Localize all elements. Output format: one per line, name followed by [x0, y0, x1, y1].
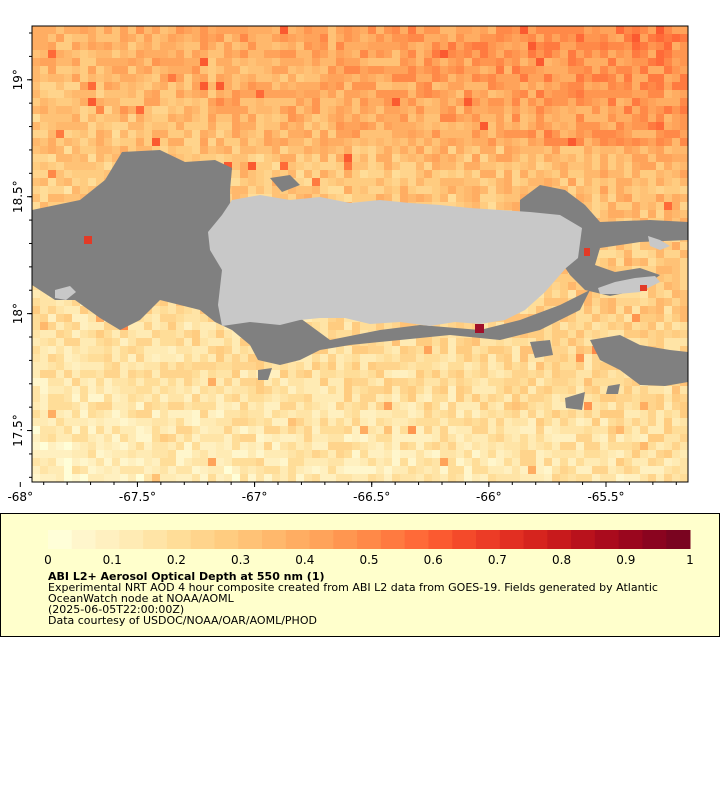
culebra-island — [648, 236, 670, 250]
colorbar-swatch — [166, 530, 192, 549]
nodata-regions — [32, 150, 688, 410]
colorbar-swatch — [594, 530, 620, 549]
latitude-ticks: 19° 18.5° 18° 17.5° — [11, 32, 32, 478]
colorbar-label: 0.6 — [424, 553, 443, 567]
nodata-north-east — [270, 175, 300, 192]
legend-description: Experimental NRT AOD 4 hour composite cr… — [48, 581, 658, 605]
hotspot — [475, 324, 484, 333]
colorbar-label: 0.2 — [167, 553, 186, 567]
colorbar-label: 1 — [686, 553, 694, 567]
map-frame — [31, 25, 689, 483]
colorbar-swatch — [642, 530, 667, 549]
x-tick-label: -67° — [242, 490, 268, 504]
colorbar-swatch — [357, 530, 382, 549]
nodata-west — [32, 150, 232, 330]
colorbar-swatch — [262, 530, 287, 549]
x-tick-label: -66° — [476, 490, 502, 504]
colorbar-label: 0.9 — [616, 553, 635, 567]
colorbar-swatch — [666, 530, 691, 549]
colorbar-swatch — [571, 530, 596, 549]
colorbar-swatch — [285, 530, 311, 549]
colorbar-swatch — [95, 530, 120, 549]
colorbar-swatch — [143, 530, 168, 549]
colorbar-labels: 0 0.1 0.2 0.3 0.4 0.5 0.6 0.7 0.8 0.9 1 — [44, 553, 694, 567]
colorbar-swatches — [48, 530, 691, 549]
colorbar-swatch — [190, 530, 215, 549]
longitude-ticks: -68° -67.5° -67° -66.5° -66° -65.5° — [7, 482, 677, 504]
colorbar-swatch — [618, 530, 643, 549]
y-tick-label: 18.5° — [11, 180, 25, 213]
legend-title: ABI L2+ Aerosol Optical Depth at 550 nm … — [48, 570, 325, 583]
mona-island — [55, 286, 76, 300]
colorbar-swatch — [523, 530, 548, 549]
nodata-east — [520, 185, 688, 296]
colorbar-swatch — [452, 530, 477, 549]
y-tick-label: 19° — [11, 69, 25, 90]
legend-credits: Data courtesy of USDOC/NOAA/OAR/AOML/PHO… — [48, 614, 317, 627]
colorbar-swatch — [428, 530, 453, 549]
aod-map: -68° -67.5° -67° -66.5° -66° -65.5° 19°18.5°1… — [7, 25, 689, 504]
colorbar-label: 0.5 — [359, 553, 378, 567]
colorbar-swatch — [333, 530, 358, 549]
x-tick-label: -68° — [7, 490, 33, 504]
colorbar-swatch — [119, 530, 144, 549]
colorbar-label: 0.3 — [231, 553, 250, 567]
colorbar-swatch — [404, 530, 429, 549]
x-tick-label: -65.5° — [587, 490, 624, 504]
y-tick-label: 17.5° — [11, 414, 25, 447]
hotspot — [584, 248, 590, 256]
nodata-south-coast — [220, 290, 590, 365]
legend-timestamp: (2025-06-05T22:00:00Z) — [48, 603, 185, 616]
legend-text-block: ABI L2+ Aerosol Optical Depth at 550 nm … — [48, 571, 698, 626]
puerto-rico-land — [208, 195, 582, 326]
colorbar-label: 0.8 — [552, 553, 571, 567]
y-tick-label: 18° — [11, 303, 25, 324]
colorbar-swatch — [238, 530, 263, 549]
colorbar-swatch — [476, 530, 501, 549]
legend-panel: 0 0.1 0.2 0.3 0.4 0.5 0.6 0.7 0.8 0.9 1 ABI L2+ Ae… — [0, 513, 720, 637]
hotspots — [84, 236, 647, 333]
colorbar-label: 0.4 — [295, 553, 314, 567]
colorbar-swatch — [499, 530, 525, 549]
hotspot — [640, 285, 647, 291]
hotspot — [84, 236, 92, 244]
x-tick-label: -66.5° — [353, 490, 390, 504]
x-tick-label: -67.5° — [119, 490, 156, 504]
colorbar-swatch — [380, 530, 406, 549]
colorbar-swatch — [309, 530, 334, 549]
colorbar-label: 0.1 — [103, 553, 122, 567]
colorbar: 0 0.1 0.2 0.3 0.4 0.5 0.6 0.7 0.8 0.9 1 — [44, 530, 694, 567]
colorbar-label: 0 — [44, 553, 52, 567]
colorbar-swatch — [547, 530, 572, 549]
nodata-southeast — [590, 335, 688, 386]
colorbar-swatch — [71, 530, 97, 549]
colorbar-swatch — [48, 530, 73, 549]
colorbar-label: 0.7 — [488, 553, 507, 567]
colorbar-swatch — [214, 530, 239, 549]
aod-pixel-field — [32, 26, 688, 482]
